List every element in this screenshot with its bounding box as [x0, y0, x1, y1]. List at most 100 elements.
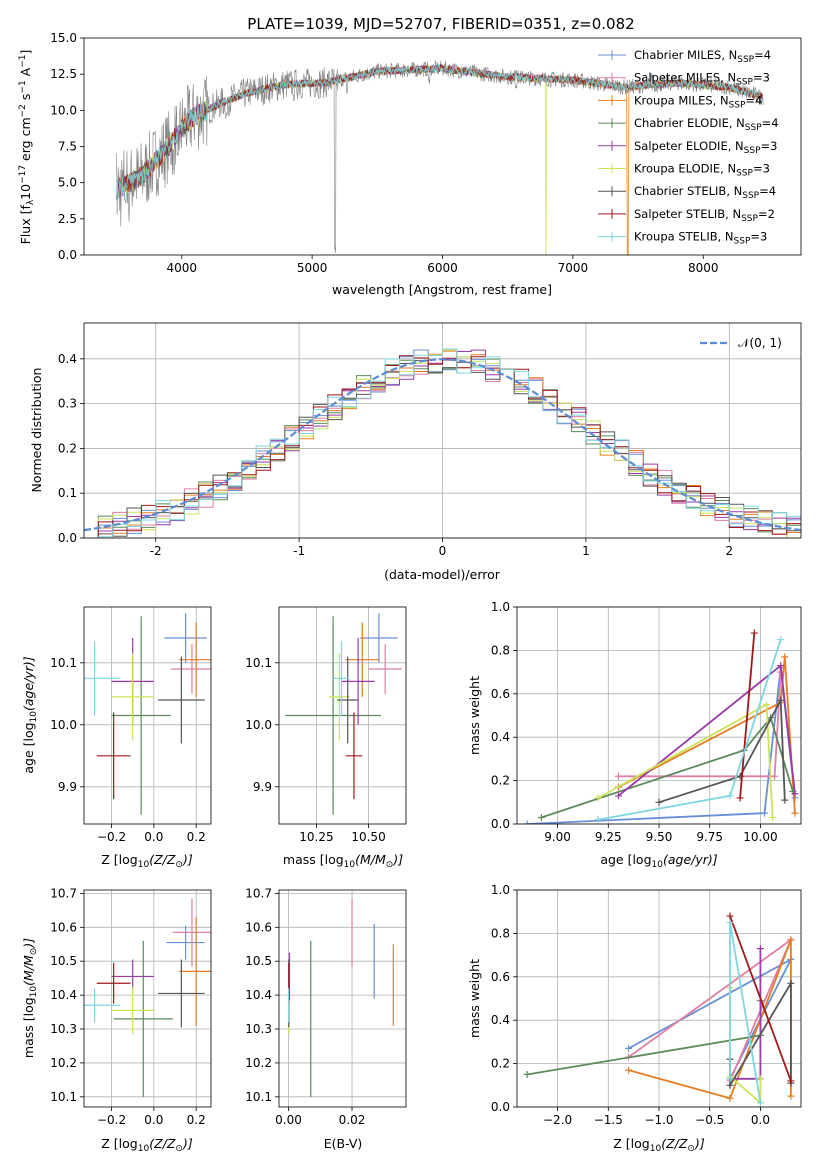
- axes-frame: [83, 889, 212, 1108]
- y-tick-label-4: 0.4: [58, 352, 77, 366]
- x-tick-label-3: 7000: [558, 261, 589, 275]
- series-marker-2-1: [726, 1094, 734, 1102]
- y-axis-label: mass [log10(M/M⊙)]: [21, 938, 39, 1058]
- x-tick-label-2: 0.2: [187, 830, 206, 844]
- chart-weight-vs-age: 9.00 9.25 9.50 9.75 10.00 0.0 0.2 0.4 0.6 0.8 1.0 m…: [467, 600, 802, 870]
- series-marker-6-0: [655, 798, 663, 806]
- y-tick-label-4: 0.8: [491, 643, 510, 657]
- y-tick-label-6: 15.0: [50, 31, 77, 45]
- plot-area: [84, 613, 211, 815]
- y-axis-label: Flux [fλ10−17 erg cm−2 s−1 A−1]: [18, 50, 36, 245]
- figure-title: PLATE=1039, MJD=52707, FIBERID=0351, z=0…: [247, 15, 634, 33]
- series-line-7: [739, 632, 756, 799]
- x-tick-label-3: −0.5: [695, 1113, 724, 1127]
- series-marker-8-0: [726, 1075, 734, 1083]
- series-marker-8-2: [777, 636, 785, 644]
- series-marker-4-1: [777, 662, 785, 670]
- x-tick-label-3: 1: [582, 544, 590, 558]
- x-tick-label-0: −0.2: [97, 1113, 126, 1127]
- plot-area: [84, 348, 801, 538]
- x-tick-label-1: 0.02: [339, 1113, 366, 1127]
- series-marker-6-2: [787, 979, 795, 987]
- series-marker-4-2: [791, 790, 799, 798]
- y-tick-label-3: 0.3: [58, 397, 77, 411]
- series-marker-5-3: [756, 1075, 764, 1083]
- x-tick-label-2: 0: [439, 544, 447, 558]
- x-tick-label-1: 5000: [297, 261, 328, 275]
- y-tick-label-5: 10.6: [245, 920, 272, 934]
- axes-frame: [83, 606, 212, 825]
- series-marker-4-0: [614, 792, 622, 800]
- x-tick-label-0: −0.2: [97, 830, 126, 844]
- series-marker-8-1: [726, 792, 734, 800]
- y-tick-label-0: 10.1: [245, 1090, 272, 1104]
- y-tick-label-2: 0.4: [491, 730, 510, 744]
- y-tick-label-2: 0.4: [491, 1013, 510, 1027]
- x-axis-label: Z [log10(Z/Z⊙)]: [101, 852, 193, 870]
- x-tick-label-1: 0.0: [144, 830, 163, 844]
- axes-frame: [278, 606, 407, 825]
- y-tick-label-0: 0.0: [491, 1100, 510, 1114]
- series-line-3: [541, 715, 794, 819]
- x-axis-label: Z [log10(Z/Z⊙)]: [613, 1136, 705, 1154]
- y-tick-label-2: 10.3: [245, 1022, 272, 1036]
- x-tick-label-0: 10.25: [299, 830, 333, 844]
- y-tick-label-5: 1.0: [491, 883, 510, 897]
- series-marker-2-3: [791, 809, 799, 817]
- x-axis-label: wavelength [Angstrom, rest frame]: [332, 282, 552, 297]
- y-axis-label: mass weight: [467, 676, 482, 755]
- y-tick-label-6: 10.7: [50, 886, 77, 900]
- axes-frame: [516, 606, 802, 825]
- y-tick-label-1: 0.2: [491, 774, 510, 788]
- legend-label-0: Chabrier MILES, NSSP=4: [634, 48, 771, 65]
- plot-area: [523, 629, 799, 824]
- series-marker-7-1: [787, 1077, 795, 1085]
- chart-age-vs-mass: 10.25 10.50 9.9 10.0 10.1 mass [log10(M/M⊙)]: [245, 606, 407, 870]
- series-marker-2-3: [787, 1092, 795, 1100]
- series-line-8: [729, 922, 762, 1103]
- y-tick-label-2: 10.1: [245, 656, 272, 670]
- x-tick-label-0: −2.0: [543, 1113, 572, 1127]
- y-tick-label-1: 10.2: [50, 1056, 77, 1070]
- legend-label-2: Kroupa MILES, NSSP=4: [634, 93, 762, 110]
- x-tick-label-2: −1.0: [644, 1113, 673, 1127]
- y-tick-label-3: 0.6: [491, 687, 510, 701]
- spectrum-data-line: [116, 59, 764, 253]
- series-marker-5-1: [763, 701, 771, 709]
- hist-step-8: [84, 348, 801, 538]
- plot-area: [523, 912, 795, 1107]
- plot-area: [84, 898, 211, 1097]
- x-tick-label-4: 10.00: [743, 830, 777, 844]
- x-tick-label-3: 9.75: [696, 830, 723, 844]
- y-tick-label-2: 0.2: [58, 441, 77, 455]
- x-axis-label: mass [log10(M/M⊙)]: [283, 852, 403, 870]
- y-axis-label: age [log10(age/yr)]: [21, 656, 39, 773]
- y-tick-label-3: 0.6: [491, 970, 510, 984]
- axes-frame: [83, 37, 802, 256]
- normal-curve: [84, 358, 801, 532]
- chart-weight-vs-Z: −2.0 −1.5 −1.0 −0.5 0.0 0.0 0.2 0.4 0.6 0.8 1.0 mas…: [467, 883, 802, 1154]
- series-marker-7-0: [736, 794, 744, 802]
- y-tick-label-3: 7.5: [58, 140, 77, 154]
- y-tick-label-4: 10.5: [50, 954, 77, 968]
- y-tick-label-2: 5.0: [58, 176, 77, 190]
- y-tick-label-4: 0.8: [491, 926, 510, 940]
- hist-step-7: [84, 355, 801, 538]
- x-axis-label: age [log10(age/yr)]: [600, 852, 717, 870]
- hist-step-6: [84, 360, 801, 538]
- x-tick-label-0: 0.00: [275, 1113, 302, 1127]
- series-marker-6-1: [726, 1081, 734, 1089]
- plot-area: [285, 613, 402, 815]
- series-marker-4-2: [756, 945, 764, 953]
- series-marker-8-1: [726, 919, 734, 927]
- chart-age-vs-Z: −0.2 0.0 0.2 9.9 10.0 10.1 Z [log10(Z/Z⊙)] age …: [21, 606, 212, 870]
- series-marker-2-0: [625, 1066, 633, 1074]
- y-tick-label-1: 0.1: [58, 486, 77, 500]
- x-tick-label-1: 0.0: [144, 1113, 163, 1127]
- x-tick-label-4: 2: [725, 544, 733, 558]
- axes-frame: [278, 889, 407, 1108]
- y-tick-label-5: 1.0: [491, 600, 510, 614]
- spectrum-model-line-8: [116, 63, 764, 201]
- series-marker-8-2: [756, 1099, 764, 1107]
